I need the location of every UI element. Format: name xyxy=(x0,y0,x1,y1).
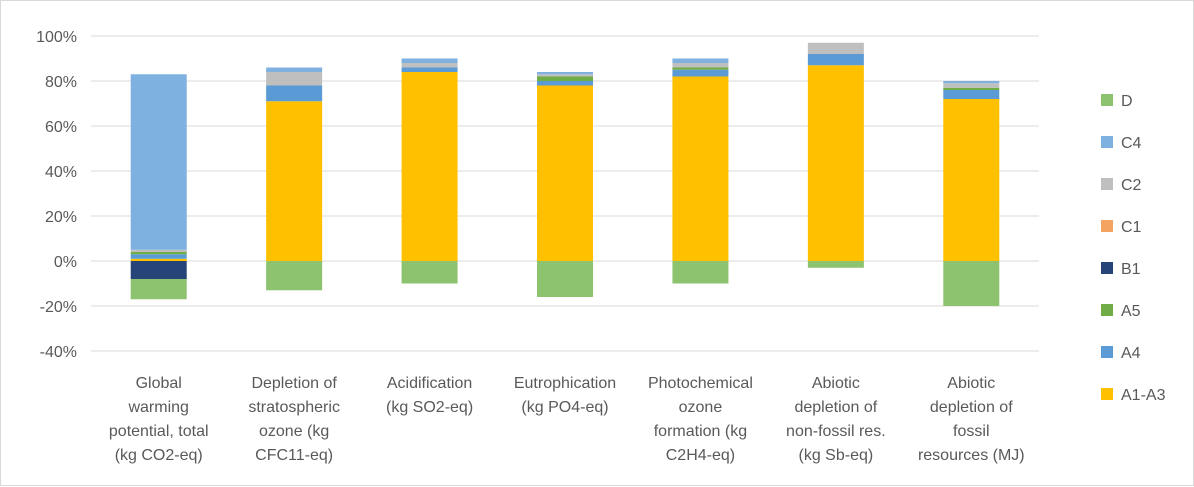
bar-segment-c4 xyxy=(401,58,458,63)
bars xyxy=(130,42,1000,306)
x-category-label: (kg PO4-eq) xyxy=(521,399,608,416)
x-category-label: Depletion of xyxy=(251,375,337,392)
legend-label: A4 xyxy=(1121,345,1141,362)
bar-segment-a5 xyxy=(672,67,729,70)
x-category-label: resources (MJ) xyxy=(918,447,1025,464)
legend-label: D xyxy=(1121,93,1133,110)
bar-segment-d xyxy=(943,261,1000,306)
legend-label: A5 xyxy=(1121,303,1141,320)
x-category-label: Global xyxy=(136,375,182,392)
bar-segment-d xyxy=(401,261,458,284)
y-axis-tick-labels: 100% 80% 60% 40% 20% 0% -20% -40% xyxy=(36,29,77,361)
bar-segment-a1-a3 xyxy=(807,65,864,261)
legend-label: B1 xyxy=(1121,261,1141,278)
bar-segment-a4 xyxy=(130,254,187,259)
x-category-label: Eutrophication xyxy=(514,375,616,392)
bar-segment-d xyxy=(537,261,593,297)
bar-segment-d xyxy=(672,261,729,284)
bar-segment-a4 xyxy=(672,69,729,77)
legend-swatch xyxy=(1101,304,1113,316)
bar-segment-c2 xyxy=(130,249,187,252)
legend-swatch xyxy=(1101,346,1113,358)
x-category-label: fossil xyxy=(953,423,989,440)
x-category-label: depletion of xyxy=(794,399,877,416)
bar-segment-c4 xyxy=(672,58,729,63)
bar-segment-a1-a3 xyxy=(537,85,593,261)
legend-swatch xyxy=(1101,178,1113,190)
legend-swatch xyxy=(1101,388,1113,400)
bar-segment-a1-a3 xyxy=(943,99,1000,261)
bar-segment-a4 xyxy=(943,90,1000,99)
x-category-label: (kg Sb-eq) xyxy=(799,447,874,464)
bar-segment-c2 xyxy=(266,72,323,86)
bar-segment-c4 xyxy=(537,72,593,75)
bar-segment-c2 xyxy=(537,74,593,77)
bar-segment-c4 xyxy=(943,81,1000,84)
bar-segment-c2 xyxy=(672,63,729,68)
x-category-label: ozone xyxy=(679,399,723,416)
y-tick-label: 100% xyxy=(36,29,77,46)
bar-segment-c2 xyxy=(807,42,864,54)
x-axis-category-labels: Global warming potential, total (kg CO2-eq)… xyxy=(109,375,1025,464)
bar-segment-c4 xyxy=(130,74,187,250)
bar-segment-c2 xyxy=(943,83,1000,88)
y-tick-label: 20% xyxy=(45,209,77,226)
x-category-label: stratospheric xyxy=(248,399,340,416)
bar-segment-a4 xyxy=(401,67,458,72)
x-category-label: Abiotic xyxy=(812,375,860,392)
bar-segment-a1-a3 xyxy=(401,72,458,261)
bar-segment-b1 xyxy=(130,261,187,279)
bar-segment-a5 xyxy=(537,76,593,81)
x-category-label: warming xyxy=(127,399,188,416)
bar-segment-a1-a3 xyxy=(130,258,187,261)
y-tick-label: 80% xyxy=(45,74,77,91)
bar-segment-d xyxy=(807,261,864,268)
bar-segment-a4 xyxy=(537,81,593,86)
x-category-label: depletion of xyxy=(930,399,1013,416)
x-category-label: (kg SO2-eq) xyxy=(386,399,473,416)
y-tick-label: -40% xyxy=(40,344,77,361)
legend-label: C2 xyxy=(1121,177,1142,194)
x-category-label: ozone (kg xyxy=(259,423,329,440)
x-category-label: formation (kg xyxy=(654,423,747,440)
y-tick-label: 60% xyxy=(45,119,77,136)
x-category-label: (kg CO2-eq) xyxy=(115,447,203,464)
legend-label: A1-A3 xyxy=(1121,387,1166,404)
x-category-label: Photochemical xyxy=(648,375,753,392)
bar-segment-c2 xyxy=(401,63,458,68)
bar-segment-a1-a3 xyxy=(672,76,729,261)
legend: D C4 C2 C1 B1 A5 A4 A1-A3 xyxy=(1101,93,1166,404)
x-category-label: non-fossil res. xyxy=(786,423,886,440)
bar-segment-a5 xyxy=(943,87,1000,90)
legend-label: C1 xyxy=(1121,219,1142,236)
legend-swatch xyxy=(1101,220,1113,232)
legend-swatch xyxy=(1101,262,1113,274)
y-tick-label: 40% xyxy=(45,164,77,181)
legend-swatch xyxy=(1101,94,1113,106)
x-category-label: C2H4-eq) xyxy=(666,447,735,464)
legend-swatch xyxy=(1101,136,1113,148)
bar-segment-d xyxy=(130,279,187,300)
bar-segment-c4 xyxy=(266,67,323,72)
bar-segment-a4 xyxy=(266,85,323,102)
bar-segment-a5 xyxy=(130,252,187,255)
legend-label: C4 xyxy=(1121,135,1142,152)
y-tick-label: -20% xyxy=(40,299,77,316)
x-category-label: CFC11-eq) xyxy=(255,447,333,464)
x-category-label: potential, total xyxy=(109,423,209,440)
bar-segment-a4 xyxy=(807,54,864,66)
x-category-label: Abiotic xyxy=(947,375,995,392)
y-tick-label: 0% xyxy=(54,254,77,271)
bar-segment-d xyxy=(266,261,323,291)
x-category-label: Acidification xyxy=(387,375,472,392)
bar-segment-a1-a3 xyxy=(266,101,323,261)
